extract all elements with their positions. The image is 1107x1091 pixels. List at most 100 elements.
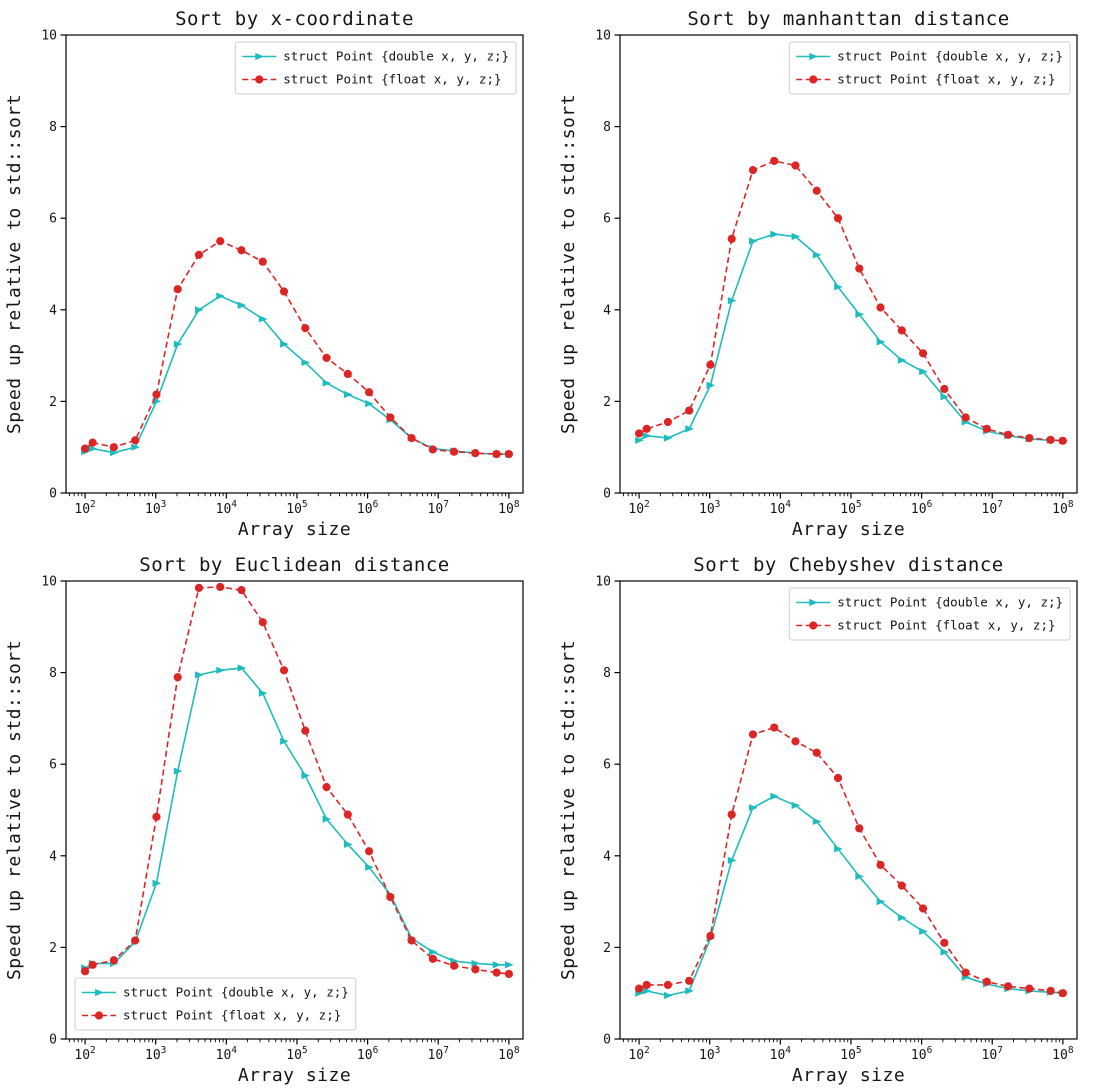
y-tick-label: 8 [49,120,57,135]
y-tick-label: 6 [603,757,611,772]
data-point-marker [173,672,182,681]
legend-entry: struct Point {float x, y, z;} [795,617,1055,632]
y-tick-label: 6 [49,212,57,227]
data-point-marker [492,967,501,977]
legend-box [74,977,357,1030]
data-point-marker [663,434,673,442]
data-point-marker [897,356,906,364]
data-point-marker [322,782,331,791]
data-point-marker [1024,984,1033,993]
data-point-marker [748,237,758,245]
data-point-marker [918,368,928,376]
data-point-marker [854,872,864,880]
data-point-marker [194,250,204,259]
data-point-marker [322,379,332,387]
data-point-marker [812,817,821,825]
data-point-marker [727,297,736,305]
y-tick-label: 10 [595,29,611,44]
y-tick-label: 6 [603,212,611,227]
series-float [80,237,513,459]
data-point-marker [279,287,289,296]
data-point-marker [634,436,644,444]
data-point-marker [322,815,332,823]
data-point-marker [854,310,864,318]
legend-box [234,41,517,95]
data-point-marker [833,214,842,223]
y-axis-label: Speed up relative to std::sort [558,639,579,979]
data-point-marker [407,935,416,945]
data-point-marker [301,358,310,367]
y-axis-ticks: 0 2 4 6 8 10 [595,574,620,1047]
data-point-marker [152,812,161,821]
data-point-marker [791,801,800,809]
data-point-marker [365,400,374,408]
series-double-line [84,295,509,455]
data-point-marker [897,880,906,890]
data-point-marker [237,663,247,672]
series-float-line [638,160,1063,442]
y-tick-label: 4 [603,849,611,864]
data-point-marker [684,425,694,433]
data-point-marker [80,966,90,975]
y-tick-label: 4 [49,849,57,864]
legend-label: struct Point {double x, y, z;} [283,49,509,64]
data-point-marker [748,166,757,175]
data-point-marker [748,729,757,739]
data-point-marker [280,340,289,348]
data-point-marker [663,991,673,999]
data-point-marker [918,903,927,913]
data-point-marker [364,388,374,397]
data-point-marker [386,892,395,901]
y-axis-label: Speed up relative to std::sort [4,639,25,979]
data-point-marker [88,960,97,969]
plot-frame [65,579,524,1040]
data-point-marker [131,443,140,451]
data-point-marker [876,897,885,905]
data-point-marker [808,620,817,630]
data-point-marker [1046,986,1055,995]
data-point-marker [237,585,246,594]
data-point-marker [88,444,98,453]
data-point-marker [960,413,970,422]
data-point-marker [364,846,374,855]
data-point-marker [684,976,693,985]
y-tick-label: 2 [603,940,611,955]
data-point-marker [343,390,353,399]
data-point-marker [790,161,800,170]
y-tick-label: 2 [603,395,611,410]
chart-sort-by-manhattan-distance: Sort by manhanttan distance Array size Spe… [553,0,1107,546]
data-point-marker [80,444,90,453]
data-point-marker [195,306,204,314]
data-point-marker [727,856,736,864]
plot-frame [618,579,1078,1040]
data-point-marker [982,977,991,986]
data-point-marker [634,984,643,993]
y-tick-label: 2 [49,395,57,410]
y-tick-label: 2 [49,940,57,955]
y-axis-ticks: 0 2 4 6 8 10 [41,29,66,502]
data-point-marker [216,666,225,674]
chart-sort-by-chebyshev-distance: Sort by Chebyshev distance Array size Spee… [553,545,1107,1091]
plot-sort-by-manhattan-distance: Sort by manhanttan distance Array size Spe… [553,0,1107,546]
x-axis-label: Array size [791,1065,904,1086]
data-point-marker [663,417,672,427]
y-tick-label: 0 [49,1032,57,1047]
series-float [80,582,513,978]
legend-entry: struct Point {double x, y, z;} [795,49,1063,64]
data-point-marker [1058,988,1067,997]
data-point-marker [216,582,225,591]
y-tick-label: 4 [603,303,611,318]
x-axis-label: Array size [238,519,351,540]
data-point-marker [131,935,140,945]
y-tick-label: 8 [49,666,57,681]
chart-title: Sort by Euclidean distance [139,554,449,576]
legend-entry: struct Point {float x, y, z;} [795,72,1055,87]
chart-title: Sort by Chebyshev distance [693,554,1003,576]
data-point-marker [492,960,502,968]
series-float [634,156,1067,445]
data-point-marker [492,449,501,459]
data-point-marker [642,432,651,440]
data-point-marker [875,860,885,869]
legend-box [788,587,1070,640]
